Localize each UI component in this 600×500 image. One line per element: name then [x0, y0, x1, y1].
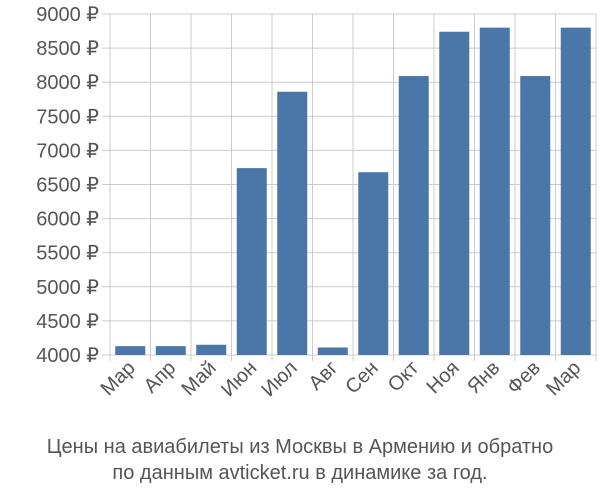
x-tick-label: Фев: [503, 357, 545, 399]
price-bar-chart: 4000 ₽ 4500 ₽ 5000 ₽ 5500 ₽ 6000 ₽ 6500 ₽ 7000…: [36, 4, 597, 401]
bar: [479, 27, 510, 355]
x-tick-label: Авг: [305, 357, 343, 395]
bar: [155, 346, 186, 355]
y-tick-label: 6500 ₽: [36, 175, 99, 197]
y-tick-label: 7000 ₽: [36, 140, 99, 162]
x-tick-label: Июн: [217, 357, 261, 401]
y-tick-label: 6000 ₽: [36, 209, 99, 231]
chart-caption-line-1: Цены на авиабилеты из Москвы в Армению и…: [46, 436, 554, 458]
y-tick-label: 9000 ₽: [36, 4, 99, 26]
bar: [398, 76, 429, 355]
y-tick-label: 8500 ₽: [36, 38, 99, 60]
bar: [196, 344, 227, 355]
x-tick-label: Июл: [258, 357, 302, 401]
bar: [520, 76, 551, 355]
bar: [560, 27, 591, 355]
x-tick-label: Ноя: [422, 357, 463, 398]
y-tick-label: 5500 ₽: [36, 243, 99, 265]
y-tick-label: 7500 ₽: [36, 106, 99, 128]
bar: [115, 346, 146, 355]
bar: [358, 172, 389, 355]
y-tick-label: 4000 ₽: [36, 345, 99, 367]
x-tick-label: Апр: [140, 357, 181, 398]
x-tick-label: Сен: [341, 357, 382, 398]
x-tick-label: Мар: [97, 357, 140, 400]
x-tick-label: Янв: [463, 357, 504, 398]
x-tick-label: Мар: [542, 357, 585, 400]
chart-caption-line-2: по данным avticket.ru в динамике за год.: [112, 462, 488, 484]
x-tick-label: Май: [178, 357, 221, 400]
y-tick-label: 4500 ₽: [36, 311, 99, 333]
bar: [277, 91, 308, 356]
bar: [236, 168, 267, 355]
bar: [317, 347, 348, 355]
y-tick-label: 5000 ₽: [36, 277, 99, 299]
y-tick-label: 8000 ₽: [36, 72, 99, 94]
x-tick-label: Окт: [384, 357, 423, 396]
bar: [439, 31, 470, 356]
